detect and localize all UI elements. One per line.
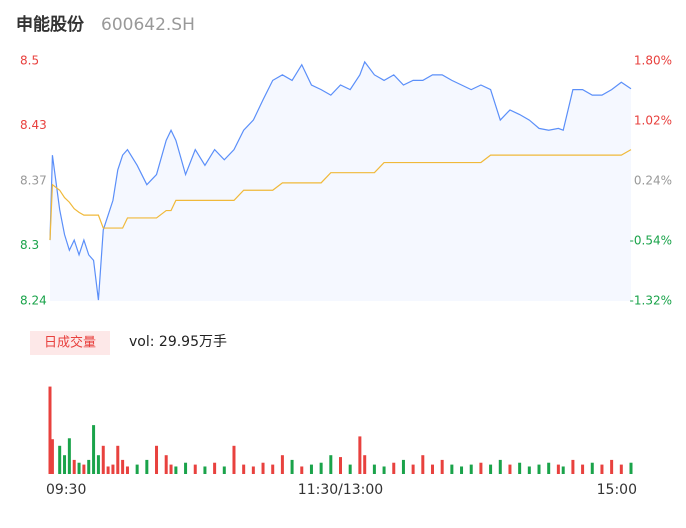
volume-bar: [309, 464, 313, 474]
volume-bar: [590, 462, 594, 474]
volume-bar: [300, 466, 304, 474]
volume-bar: [372, 464, 376, 474]
volume-bar: [508, 464, 512, 474]
volume-bar: [561, 466, 565, 474]
volume-bar: [581, 464, 585, 474]
volume-bar: [450, 464, 454, 474]
stock-name: 申能股份: [16, 14, 85, 35]
volume-bar: [169, 464, 173, 474]
volume-bar: [261, 462, 265, 474]
volume-bar: [164, 455, 168, 474]
volume-bar: [527, 466, 531, 474]
volume-bar: [629, 462, 633, 474]
volume-bar: [67, 438, 71, 474]
x-tick-label: 11:30/13:00: [298, 482, 383, 498]
volume-bar: [363, 455, 367, 474]
y2-tick-label: 0.24%: [634, 174, 672, 188]
y-tick-label: 8.24: [20, 294, 47, 308]
volume-bar: [101, 445, 105, 474]
volume-bar: [121, 459, 125, 474]
volume-bar: [411, 464, 415, 474]
volume-bar: [213, 462, 217, 474]
volume-bar: [58, 445, 62, 474]
volume-bar: [382, 466, 386, 474]
volume-bar: [92, 425, 96, 474]
volume-bar: [193, 464, 197, 474]
price-line: [49, 60, 632, 301]
volume-bar: [489, 464, 493, 474]
volume-bar: [251, 466, 255, 474]
volume-bar: [440, 459, 444, 474]
volume-bar: [106, 466, 110, 474]
volume-bar: [63, 455, 67, 474]
volume-bar: [290, 459, 294, 474]
volume-bar: [460, 466, 464, 474]
volume-bar: [498, 459, 502, 474]
volume-bar: [619, 464, 623, 474]
volume-bar: [348, 464, 352, 474]
volume-bar: [87, 459, 91, 474]
average-line: [49, 149, 632, 241]
y-tick-label: 8.37: [20, 174, 47, 188]
volume-bar: [155, 445, 159, 474]
volume-bar: [421, 455, 425, 474]
price-area: [50, 61, 631, 301]
volume-tab[interactable]: [30, 331, 110, 355]
y2-tick-label: -0.54%: [630, 234, 672, 248]
volume-bar: [145, 459, 149, 474]
volume-bar: [537, 464, 541, 474]
volume-bar: [280, 455, 284, 474]
stock-code: 600642.SH: [101, 15, 195, 35]
volume-bar: [430, 464, 434, 474]
volume-bar: [518, 462, 522, 474]
volume-bar: [271, 464, 275, 474]
volume-bar: [600, 464, 604, 474]
volume-bar: [125, 466, 129, 474]
volume-bar: [469, 464, 473, 474]
y2-tick-label: 1.80%: [634, 54, 672, 68]
y2-tick-label: -1.32%: [630, 294, 672, 308]
volume-bar: [116, 445, 120, 474]
volume-bar: [329, 455, 333, 474]
volume-bar: [203, 466, 207, 474]
y-tick-label: 8.3: [20, 238, 39, 252]
volume-bar: [610, 459, 614, 474]
y-tick-label: 8.5: [20, 54, 39, 68]
volume-bar: [479, 462, 483, 474]
volume-bar: [72, 459, 76, 474]
volume-bar: [96, 455, 100, 474]
volume-bar: [50, 439, 54, 474]
volume-tab-label[interactable]: 日成交量: [44, 335, 96, 351]
volume-bar: [401, 459, 405, 474]
volume-bar: [222, 466, 226, 474]
volume-bar: [174, 466, 178, 474]
volume-bar: [82, 464, 86, 474]
volume-bar: [232, 445, 236, 474]
y-tick-label: 8.43: [20, 118, 47, 132]
volume-bar: [556, 464, 560, 474]
volume-bar: [48, 386, 52, 474]
volume-bar: [111, 464, 115, 474]
volume-bar: [242, 464, 246, 474]
volume-bar: [339, 457, 342, 474]
volume-bar: [135, 464, 139, 474]
volume-total: vol: 29.95万手: [129, 334, 227, 350]
volume-bar: [358, 436, 362, 474]
volume-bar: [547, 462, 551, 474]
y2-tick-label: 1.02%: [634, 114, 672, 128]
volume-bar: [392, 462, 396, 474]
x-tick-label: 15:00: [597, 482, 637, 498]
volume-bar: [571, 459, 575, 474]
volume-bar: [319, 462, 323, 474]
volume-bar: [77, 462, 81, 474]
x-tick-label: 09:30: [46, 482, 86, 498]
volume-bar: [184, 462, 188, 474]
